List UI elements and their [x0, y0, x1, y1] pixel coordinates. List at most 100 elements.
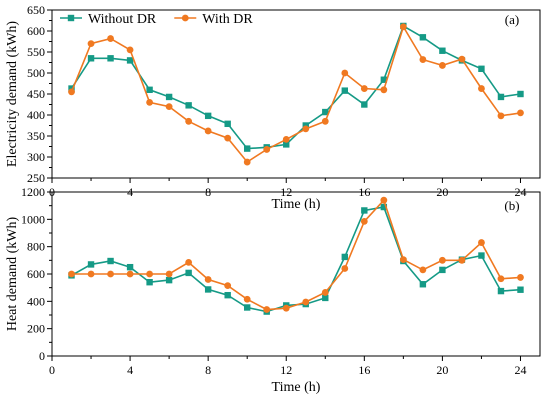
legend-marker-square — [67, 14, 75, 22]
data-point-without-dr — [517, 90, 524, 98]
x-axis-title: Time (h) — [272, 380, 321, 395]
data-point-with-dr — [107, 270, 114, 278]
data-point-with-dr — [380, 196, 388, 204]
data-point-without-dr — [478, 252, 485, 259]
data-point-with-dr — [399, 256, 407, 264]
data-point-with-dr — [282, 304, 290, 312]
data-point-without-dr — [146, 279, 153, 286]
series-line-with-dr — [71, 198, 521, 311]
data-point-with-dr — [107, 35, 114, 42]
data-point-without-dr — [497, 93, 505, 101]
data-point-with-dr — [87, 270, 95, 278]
data-point-with-dr — [263, 306, 271, 313]
data-point-without-dr — [185, 269, 192, 277]
data-point-with-dr — [380, 86, 388, 94]
data-point-with-dr — [497, 275, 505, 283]
y-axis-title: Electricity demand (kWh) — [5, 21, 20, 167]
data-point-without-dr — [419, 34, 427, 41]
data-point-with-dr — [224, 282, 232, 290]
y-axis-title: Heat demand (kWh) — [5, 217, 20, 332]
series-line-without-dr — [71, 206, 521, 313]
legend-entry-with-dr: With DR — [202, 12, 253, 27]
data-point-without-dr — [224, 291, 231, 299]
data-point-with-dr — [146, 99, 154, 106]
data-point-with-dr — [341, 265, 349, 272]
y-tick-label: 400 — [27, 108, 45, 122]
heat-demand-panel: 0 4 8 12 16 20 24 0 200 400 600 800 1000 1200 Time (h)… — [5, 185, 541, 395]
panel-label: (b) — [504, 198, 519, 213]
data-point-without-dr — [146, 86, 153, 93]
data-point-without-dr — [478, 65, 485, 72]
panel-label: (a) — [505, 12, 519, 27]
data-point-without-dr — [107, 257, 114, 265]
data-point-without-dr — [380, 203, 388, 211]
data-point-with-dr — [185, 258, 193, 266]
data-point-without-dr — [244, 145, 251, 152]
data-point-without-dr — [322, 108, 329, 116]
y-tick-label: 650 — [27, 3, 45, 17]
data-point-with-dr — [243, 158, 251, 166]
data-point-with-dr — [419, 56, 427, 63]
data-point-without-dr — [517, 286, 524, 293]
x-axis-title: Time (h) — [272, 197, 321, 212]
data-point-without-dr — [126, 263, 134, 271]
plot-frame — [51, 9, 541, 179]
data-point-with-dr — [243, 295, 251, 303]
data-point-with-dr — [419, 266, 427, 274]
x-tick-label: 16 — [358, 363, 370, 377]
electricity-demand-panel: 0 4 8 12 16 20 24250300350400450500550600650Ti… — [5, 3, 541, 212]
data-point-without-dr — [244, 304, 251, 311]
data-point-without-dr — [87, 55, 95, 62]
y-tick-label: 1000 — [21, 212, 45, 226]
data-point-with-dr — [302, 298, 310, 306]
data-point-with-dr — [517, 109, 524, 117]
data-point-without-dr — [204, 112, 212, 120]
data-point-with-dr — [302, 125, 310, 133]
legend-marker-circle — [181, 14, 189, 22]
y-tick-label: 200 — [27, 322, 45, 336]
data-point-with-dr — [263, 146, 271, 153]
data-point-without-dr — [185, 102, 192, 109]
data-point-without-dr — [165, 93, 173, 101]
data-point-without-dr — [439, 47, 446, 54]
data-point-without-dr — [224, 120, 231, 128]
data-point-with-dr — [68, 270, 75, 278]
data-point-with-dr — [321, 289, 329, 296]
data-point-without-dr — [341, 253, 348, 261]
x-tick-label: 8 — [205, 363, 211, 377]
y-tick-label: 600 — [27, 24, 45, 38]
data-point-without-dr — [87, 261, 95, 268]
data-point-without-dr — [361, 101, 368, 108]
y-tick-label: 400 — [27, 294, 45, 308]
x-tick-label: 4 — [127, 363, 133, 377]
data-point-with-dr — [321, 117, 329, 125]
data-point-with-dr — [204, 127, 212, 135]
data-point-with-dr — [224, 134, 232, 142]
data-point-without-dr — [322, 294, 329, 302]
data-point-without-dr — [497, 287, 505, 295]
x-tick-label: 12 — [280, 363, 292, 377]
data-point-without-dr — [165, 276, 173, 284]
data-point-without-dr — [419, 281, 427, 288]
data-point-with-dr — [87, 40, 95, 47]
data-point-without-dr — [361, 207, 368, 214]
y-tick-label: 450 — [27, 87, 45, 101]
data-point-with-dr — [399, 23, 407, 31]
data-point-with-dr — [439, 62, 446, 69]
data-point-with-dr — [497, 112, 505, 120]
data-point-with-dr — [146, 270, 154, 278]
data-point-without-dr — [439, 266, 446, 274]
y-tick-label: 600 — [27, 267, 45, 281]
data-point-with-dr — [478, 85, 485, 92]
data-point-with-dr — [165, 270, 173, 278]
x-tick-label: 24 — [514, 363, 526, 377]
data-point-with-dr — [185, 117, 193, 125]
y-tick-label: 0 — [39, 349, 45, 363]
data-point-with-dr — [68, 88, 75, 96]
data-point-with-dr — [478, 239, 485, 246]
data-point-with-dr — [439, 256, 446, 264]
data-point-without-dr — [107, 55, 114, 62]
y-tick-label: 350 — [27, 129, 45, 143]
data-point-with-dr — [360, 217, 368, 225]
